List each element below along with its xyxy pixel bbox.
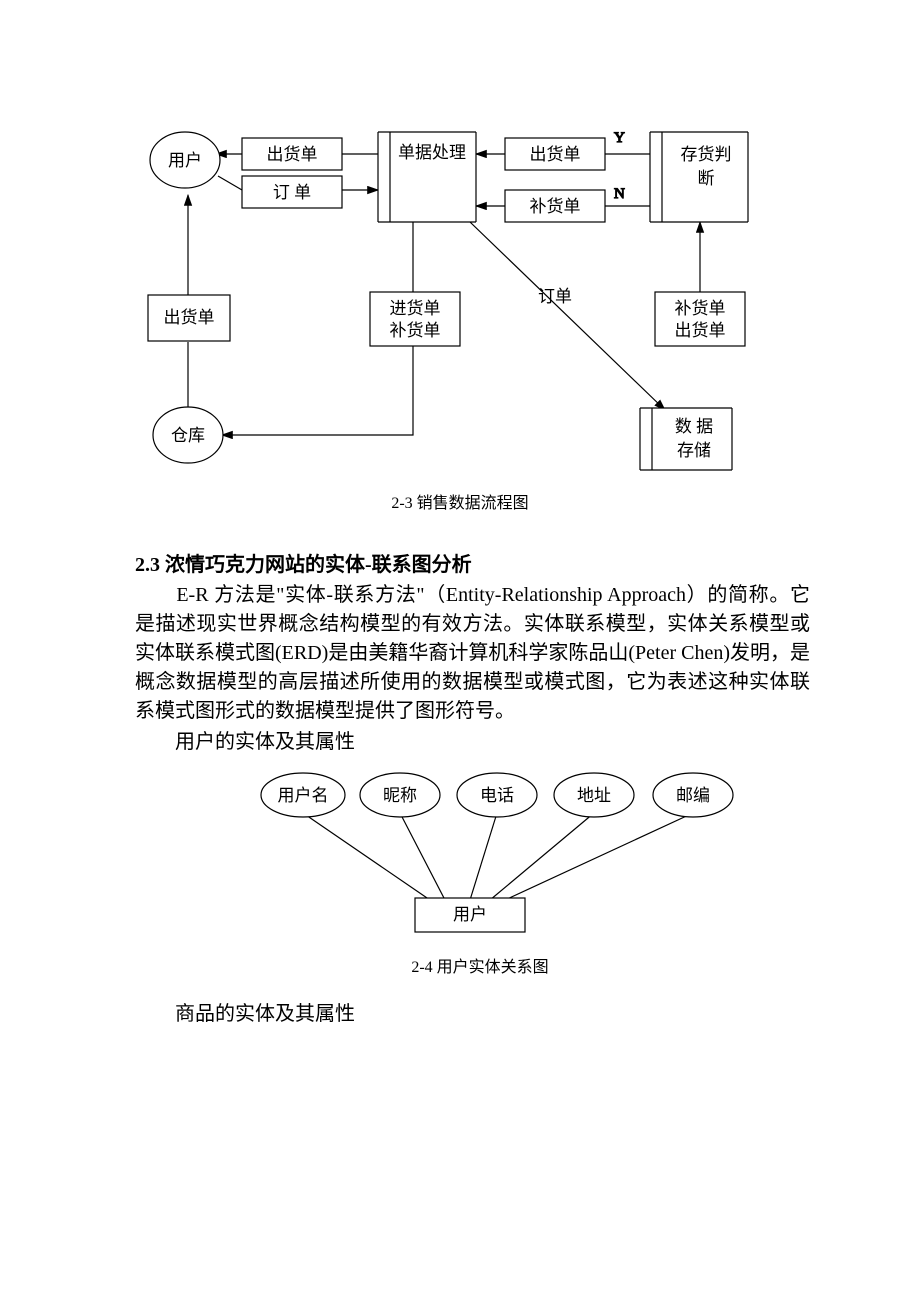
svg-text:用户: 用户 — [453, 905, 487, 924]
node-ship-right: 补货单 出货单 — [655, 292, 745, 346]
node-user: 用户 — [150, 132, 220, 188]
node-ship1: 出货单 — [242, 138, 342, 170]
svg-text:补货单: 补货单 — [390, 321, 441, 340]
svg-text:出货单: 出货单 — [164, 308, 215, 327]
node-purchase: 进货单 补货单 — [370, 292, 460, 346]
svg-text:出货单: 出货单 — [530, 145, 581, 164]
node-replenish: 补货单 — [505, 190, 605, 222]
svg-text:存储: 存储 — [677, 441, 711, 460]
svg-text:仓库: 仓库 — [171, 426, 205, 445]
section-heading: 2.3 浓情巧克力网站的实体-联系图分析 — [135, 548, 810, 577]
section-sub1: 用户的实体及其属性 — [135, 728, 810, 757]
node-ship-left: 出货单 — [148, 295, 230, 341]
flowchart-2-3: Y N 用户 出货单 — [0, 110, 920, 530]
er-caption: 2-4 用户实体关系图 — [411, 958, 548, 976]
er-attr-4: 邮编 — [653, 773, 733, 817]
svg-text:地址: 地址 — [577, 786, 611, 805]
node-ship2: 出货单 — [505, 138, 605, 170]
page: Y N 用户 出货单 — [0, 0, 920, 1302]
node-order: 订 单 — [242, 176, 342, 208]
svg-text:出货单: 出货单 — [675, 321, 726, 340]
svg-text:单据处理: 单据处理 — [398, 143, 466, 162]
section-sub2: 商品的实体及其属性 — [135, 1000, 810, 1029]
svg-text:出货单: 出货单 — [267, 145, 318, 164]
er-attr-0: 用户名 — [261, 773, 345, 817]
flowchart-caption: 2-3 销售数据流程图 — [391, 494, 528, 512]
er-attr-1: 昵称 — [360, 773, 440, 817]
node-judge: 存货判 断 — [650, 132, 748, 222]
section-body: E-R 方法是"实体-联系方法"（Entity-Relationship App… — [135, 581, 810, 726]
node-warehouse: 仓库 — [153, 407, 223, 463]
svg-text:补货单: 补货单 — [675, 299, 726, 318]
node-processor: 单据处理 — [378, 132, 476, 222]
svg-text:断: 断 — [698, 169, 715, 188]
svg-text:存货判: 存货判 — [681, 145, 732, 164]
er-attr-3: 地址 — [554, 773, 634, 817]
svg-text:订 单: 订 单 — [273, 183, 311, 202]
svg-text:数 据: 数 据 — [675, 417, 713, 436]
svg-text:用户名: 用户名 — [278, 786, 329, 805]
svg-text:用户: 用户 — [168, 151, 202, 170]
edge-label-n: N — [614, 186, 625, 202]
svg-text:电话: 电话 — [480, 786, 514, 805]
edge-label-y: Y — [614, 130, 625, 146]
label-order-diag: 订单 — [538, 287, 572, 306]
node-datastore: 数 据 存储 — [640, 408, 732, 470]
svg-text:进货单: 进货单 — [390, 299, 441, 318]
svg-text:补货单: 补货单 — [530, 197, 581, 216]
svg-text:昵称: 昵称 — [383, 786, 417, 805]
svg-text:邮编: 邮编 — [676, 786, 710, 805]
er-attr-2: 电话 — [457, 773, 537, 817]
er-entity-user: 用户 — [415, 898, 525, 932]
er-diagram-2-4: 用户名 昵称 电话 地址 邮编 用户 2-4 用户实体关系图 — [0, 770, 920, 980]
